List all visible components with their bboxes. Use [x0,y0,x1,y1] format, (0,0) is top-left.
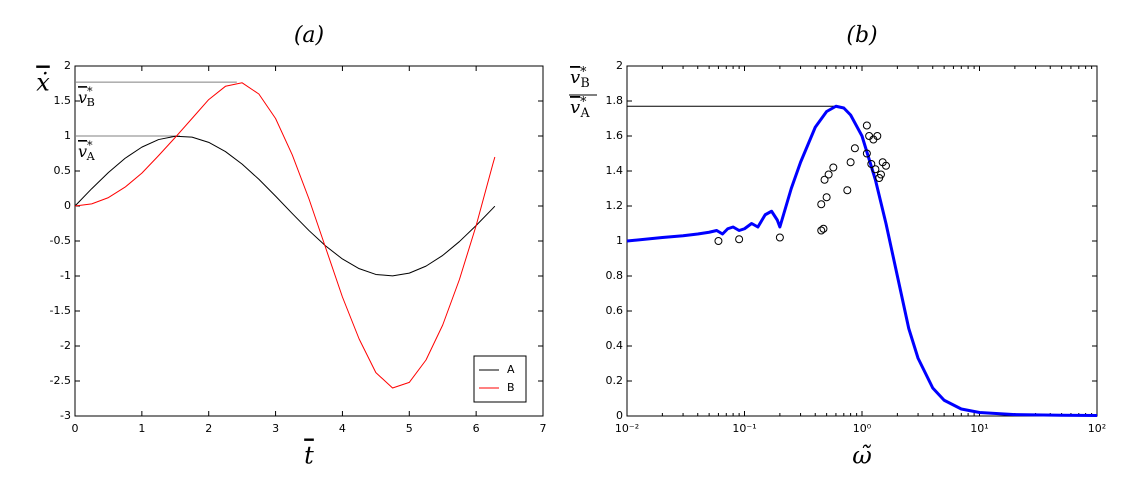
plot-frame [626,65,1098,417]
x-tick-label: 5 [406,422,413,435]
x-tick-label: 0 [72,422,79,435]
math-label: v* A [570,94,590,120]
label-sub: A [86,150,96,163]
data-point [820,175,829,184]
x-tick-label: 2 [205,422,212,435]
chart-title: (b) [846,23,877,48]
data-point [862,121,871,130]
y-tick-label: 0.4 [606,339,624,352]
data-point [822,193,831,202]
data-point [862,149,871,158]
data-point [876,170,885,179]
data-point [819,224,828,233]
data-point [871,165,880,174]
label-base: v [78,142,87,161]
y-tick-label: -1.5 [50,304,71,317]
label-sup: * [580,64,587,79]
y-tick-label: 0.8 [606,269,624,282]
data-point [843,186,852,195]
math-label: v* A [78,139,96,163]
x-tick-label: 1 [138,422,145,435]
y-tick-label: -1 [60,269,71,282]
x-tick-label: 4 [339,422,346,435]
x-tick-label: 10⁻¹ [732,422,756,435]
label-sub: B [87,96,95,109]
y-tick-label: -3 [60,409,71,422]
y-tick-label: 2 [616,59,623,72]
y-tick-label: 0.2 [606,374,624,387]
y-tick-label: 1.5 [54,94,72,107]
y-tick-label: 0.6 [606,304,624,317]
plot-frame [74,65,544,417]
data-line [74,82,496,389]
data-point [817,200,826,209]
x-tick-label: 10⁻² [615,422,639,435]
y-tick-label: -2 [60,339,71,352]
label-sub: B [580,75,589,90]
data-line [74,135,496,277]
y-tick-label: 1.8 [606,94,624,107]
label-sub: A [579,105,590,120]
label-sup: * [580,94,587,109]
y-tick-label: 0 [616,409,623,422]
data-point [817,226,826,235]
y-tick-label: 1.2 [606,199,624,212]
y-tick-label: 0.5 [54,164,72,177]
chart-title: (a) [294,23,324,48]
y-tick-label: -0.5 [50,234,71,247]
data-point [824,170,833,179]
data-point [775,233,784,242]
data-point [850,144,859,153]
legend-box [473,355,527,403]
label-sup: * [87,139,93,152]
x-tick-label: 3 [272,422,279,435]
data-point [846,158,855,167]
math-label: v* B [78,85,95,109]
x-axis-label: t [304,442,314,470]
legend-label: B [507,381,515,394]
label-base: v [570,67,580,88]
x-tick-label: 6 [473,422,480,435]
y-axis-label: ẋ [36,69,50,97]
data-point [881,161,890,170]
y-tick-label: 1.6 [606,129,624,142]
x-tick-label: 10⁰ [853,422,872,435]
label-base: v [78,88,87,107]
y-tick-label: -2.5 [50,374,71,387]
y-tick-label: 1.4 [606,164,624,177]
data-point [867,160,876,168]
data-point [829,163,838,172]
y-tick-label: 1 [64,129,71,142]
x-axis-label: ω̃ [852,442,872,470]
y-tick-label: 2 [64,59,71,72]
x-tick-label: 10¹ [970,422,988,435]
data-point [714,237,723,245]
math-label: v* B [570,64,590,90]
x-tick-label: 10² [1088,422,1106,435]
label-base: v [570,97,580,118]
y-tick-label: 1 [616,234,623,247]
data-point [735,235,744,244]
data-line [626,104,1098,417]
legend-label: A [507,363,515,376]
label-sup: * [87,85,93,98]
data-point [873,132,882,140]
x-tick-label: 7 [540,422,547,435]
y-tick-label: 0 [64,199,71,212]
